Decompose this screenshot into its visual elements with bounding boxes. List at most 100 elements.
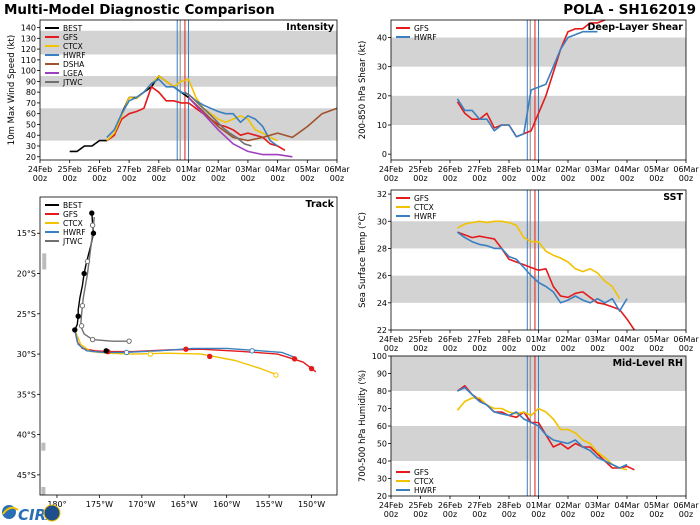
intensity-ytick-label: 130 — [21, 34, 36, 43]
sst-xtick-label-hour: 00z — [649, 344, 663, 353]
shear-legend-label-hwrf: HWRF — [414, 33, 437, 42]
rh-xtick-label: 05Mar — [644, 501, 670, 510]
sst-xtick-label-hour: 00z — [502, 344, 516, 353]
sst-xtick-label-hour: 00z — [531, 344, 545, 353]
shear-xtick-label: 02Mar — [555, 165, 581, 174]
rh-ytick-label: 100 — [372, 352, 387, 361]
intensity-xtick-label-hour: 00z — [92, 174, 106, 183]
intensity-xtick-label: 05Mar — [295, 165, 321, 174]
rh-xtick-label: 25Feb — [408, 501, 432, 510]
rh-ytick-label: 70 — [377, 405, 387, 414]
track-legend-label-jtwc: JTWC — [62, 237, 82, 246]
rh-xtick-label-hour: 00z — [679, 510, 693, 519]
track-land-patch — [41, 442, 46, 451]
intensity-ytick-label: 60 — [26, 110, 36, 119]
rh-legend-label-hwrf: HWRF — [414, 486, 437, 495]
sst-series-ctcx — [457, 220, 621, 300]
intensity-series-dsha — [187, 96, 338, 142]
track-legend-label-ctcx: CTCX — [63, 219, 83, 228]
shear-series-hwrf — [456, 30, 598, 138]
intensity-ytick-label: 90 — [26, 77, 36, 86]
sst-xtick-label-hour: 00z — [679, 344, 693, 353]
track-land-patch — [42, 261, 47, 270]
rh-series-hwrf — [457, 386, 628, 469]
sst-xtick-label-hour: 00z — [443, 344, 457, 353]
shear-title: Deep-Layer Shear — [588, 22, 684, 33]
intensity-ytick-label: 120 — [21, 45, 36, 54]
sst-xtick-label: 02Mar — [555, 335, 581, 344]
shear-xtick-label-hour: 00z — [679, 174, 693, 183]
rh-xtick-label: 01Mar — [526, 501, 552, 510]
intensity-xtick-label: 03Mar — [235, 165, 261, 174]
rh-ytick-label: 20 — [377, 492, 387, 501]
sst-xtick-label-hour: 00z — [413, 344, 427, 353]
rh-xtick-label-hour: 00z — [443, 510, 457, 519]
track-background — [40, 197, 337, 495]
track-legend-label-gfs: GFS — [63, 210, 78, 219]
track-ytick-label: 35°S — [17, 390, 36, 399]
rh-xtick-label-hour: 00z — [531, 510, 545, 519]
rh-ytick-label: 50 — [377, 440, 387, 449]
intensity-xtick-label-hour: 00z — [152, 174, 166, 183]
track-land-patch — [42, 253, 47, 262]
track-ytick-label: 45°S — [17, 471, 36, 480]
shear-ylabel: 200-850 hPa Shear (kt) — [358, 41, 368, 140]
intensity-panel: 203040506070809010011012013014024Feb00z2… — [7, 19, 350, 183]
sst-xtick-label: 26Feb — [438, 335, 462, 344]
sst-xtick-label: 01Mar — [526, 335, 552, 344]
rh-xtick-label-hour: 00z — [472, 510, 486, 519]
rh-xtick-label-hour: 00z — [413, 510, 427, 519]
intensity-ytick-label: 20 — [26, 153, 36, 162]
intensity-title: Intensity — [286, 22, 334, 33]
intensity-xtick-label: 04Mar — [265, 165, 291, 174]
rh-xtick-label-hour: 00z — [561, 510, 575, 519]
intensity-xtick-label: 25Feb — [58, 165, 82, 174]
shear-ytick-label: 0 — [382, 150, 387, 159]
track-marker-ctcx — [147, 351, 154, 357]
intensity-xtick-label: 01Mar — [176, 165, 202, 174]
rh-ytick-label: 30 — [377, 475, 387, 484]
rh-xtick-label-hour: 00z — [620, 510, 634, 519]
track-marker-jtwc — [89, 222, 96, 228]
sst-xtick-label-hour: 00z — [472, 344, 486, 353]
sst-ytick-label: 30 — [377, 217, 387, 226]
intensity-ylabel: 10m Max Wind Speed (kt) — [7, 35, 17, 145]
shear-xtick-label: 27Feb — [467, 165, 491, 174]
sst-ylabel: Sea Surface Temp (°C) — [358, 212, 368, 308]
shear-xtick-label: 26Feb — [438, 165, 462, 174]
track-marker-jtwc — [84, 258, 91, 265]
sst-xtick-label-hour: 00z — [561, 344, 575, 353]
shear-xtick-label-hour: 00z — [472, 174, 486, 183]
intensity-xtick-label: 26Feb — [87, 165, 111, 174]
track-xtick-label: 175°W — [86, 500, 113, 509]
intensity-xtick-label: 06Mar — [324, 165, 350, 174]
track-marker-gfs — [183, 346, 189, 352]
rh-panel: 203040506070809010024Feb00z25Feb00z26Feb… — [358, 352, 699, 519]
intensity-xtick-label-hour: 00z — [241, 174, 255, 183]
intensity-ytick-label: 100 — [21, 67, 36, 76]
sst-ytick-label: 22 — [377, 326, 387, 335]
cira-logo: CIRA — [2, 504, 61, 524]
intensity-xtick-label: 27Feb — [117, 165, 141, 174]
intensity-xtick-label-hour: 00z — [270, 174, 284, 183]
rh-xtick-label-hour: 00z — [384, 510, 398, 519]
intensity-legend-label-dsha: DSHA — [63, 60, 85, 69]
shear-ytick-label: 30 — [377, 63, 387, 72]
sst-series-gfs — [457, 231, 636, 331]
intensity-xtick-label-hour: 00z — [181, 174, 195, 183]
rh-xtick-label: 28Feb — [497, 501, 521, 510]
intensity-ytick-label: 140 — [21, 24, 36, 33]
intensity-series-gfs — [106, 86, 286, 151]
rh-xtick-label: 26Feb — [438, 501, 462, 510]
track-marker-hwrf — [249, 348, 255, 354]
intensity-xtick-label: 24Feb — [28, 165, 52, 174]
rh-xtick-label: 24Feb — [379, 501, 403, 510]
shear-xtick-label-hour: 00z — [590, 174, 604, 183]
shear-xtick-label-hour: 00z — [620, 174, 634, 183]
track-marker-best — [90, 230, 97, 236]
track-marker-best — [89, 210, 95, 216]
shear-legend-label-gfs: GFS — [414, 24, 429, 33]
rh-xtick-label: 06Mar — [673, 501, 699, 510]
track-marker-gfs — [207, 353, 213, 360]
figure-title: Multi-Model Diagnostic Comparison — [4, 2, 275, 18]
